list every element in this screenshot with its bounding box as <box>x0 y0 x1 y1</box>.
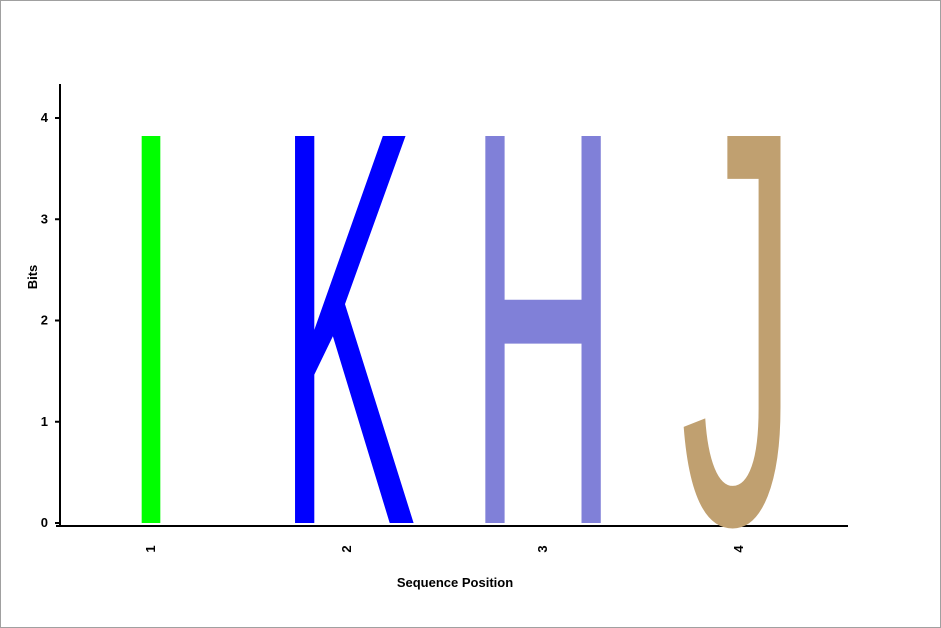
y-tick-label: 4 <box>41 110 49 125</box>
logo-letter: K <box>278 13 416 627</box>
logo-letter: H <box>468 13 617 627</box>
x-tick-label: 1 <box>143 545 158 552</box>
y-tick-label: 2 <box>41 313 48 328</box>
x-axis-label: Sequence Position <box>397 575 513 590</box>
y-axis-label: Bits <box>25 265 40 290</box>
y-tick-label: 1 <box>41 414 48 429</box>
x-tick-label: 2 <box>339 545 354 552</box>
logo-letter: J <box>680 16 798 627</box>
logo-letter: I <box>123 15 179 627</box>
y-tick-label: 0 <box>41 515 48 530</box>
y-ticks: 0 1 2 3 4 <box>41 110 60 530</box>
y-tick-label: 3 <box>41 211 48 226</box>
x-ticks: 1 2 3 4 <box>143 545 746 553</box>
x-tick-label: 3 <box>535 545 550 552</box>
x-tick-label: 4 <box>731 545 746 553</box>
